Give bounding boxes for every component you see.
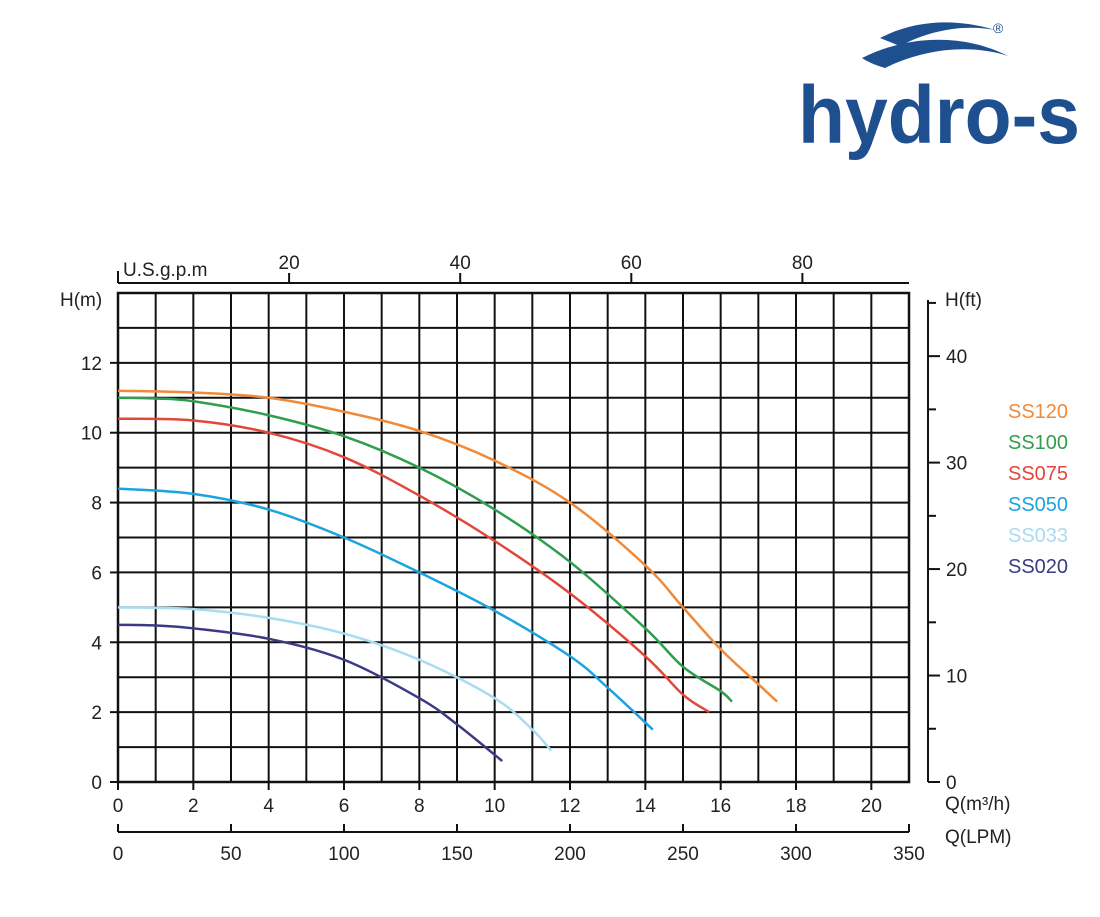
x-tick-label: 8 bbox=[414, 796, 425, 817]
x-tick-label: 20 bbox=[861, 796, 882, 817]
curve-ss050 bbox=[117, 487, 654, 731]
x-tick-label: 14 bbox=[635, 796, 657, 817]
ft-tick-label: 10 bbox=[946, 667, 967, 688]
logo-wordmark: hydro-s bbox=[798, 70, 1080, 161]
x-tick-label: 12 bbox=[559, 796, 580, 817]
x-tick-label: 2 bbox=[188, 796, 199, 817]
x-tick-label: 0 bbox=[113, 796, 124, 817]
x-tick-label: 4 bbox=[263, 796, 274, 817]
x-axis-label: Q(m³/h) bbox=[945, 794, 1010, 815]
chart-legend: SS120 SS100 SS075 SS050 SS033 SS020 bbox=[1008, 401, 1068, 578]
gpm-axis-label: U.S.g.p.m bbox=[123, 260, 207, 281]
lpm-tick-label: 100 bbox=[328, 844, 360, 865]
lpm-tick-label: 50 bbox=[220, 844, 241, 865]
y-tick-label: 0 bbox=[91, 773, 102, 794]
x-tick-label: 18 bbox=[785, 796, 806, 817]
lpm-axis-label: Q(LPM) bbox=[945, 827, 1012, 848]
legend-item-ss033: SS033 bbox=[1008, 525, 1068, 547]
y-tick-label: 8 bbox=[91, 494, 102, 515]
hydro-s-logo: ® hydro-s bbox=[798, 20, 1080, 161]
pump-curves bbox=[117, 389, 779, 763]
legend-item-ss020: SS020 bbox=[1008, 556, 1068, 578]
y-tick-label: 2 bbox=[91, 703, 102, 724]
legend-item-ss120: SS120 bbox=[1008, 401, 1068, 423]
legend-item-ss050: SS050 bbox=[1008, 494, 1068, 516]
lpm-tick-label: 300 bbox=[780, 844, 812, 865]
legend-item-ss100: SS100 bbox=[1008, 432, 1068, 454]
y-tick-label: 4 bbox=[91, 633, 102, 654]
lpm-tick-label: 250 bbox=[667, 844, 699, 865]
curve-ss075 bbox=[117, 417, 711, 714]
x-tick-label: 10 bbox=[484, 796, 505, 817]
wave-mark bbox=[862, 22, 1008, 68]
lpm-tick-label: 350 bbox=[893, 844, 925, 865]
ft-tick-label: 0 bbox=[946, 773, 957, 794]
x-tick-label: 6 bbox=[339, 796, 350, 817]
x-tick-label: 16 bbox=[710, 796, 731, 817]
chart-grid bbox=[116, 291, 911, 784]
y-tick-label: 12 bbox=[81, 354, 102, 375]
y-tick-label: 6 bbox=[91, 563, 102, 584]
ft-axis-label: H(ft) bbox=[945, 290, 982, 311]
ft-tick-label: 20 bbox=[946, 560, 967, 581]
lpm-tick-label: 200 bbox=[554, 844, 586, 865]
curve-ss033 bbox=[117, 606, 553, 752]
ft-tick-label: 40 bbox=[946, 347, 967, 368]
lpm-tick-label: 150 bbox=[441, 844, 473, 865]
ft-tick-label: 30 bbox=[946, 454, 967, 475]
curve-ss120 bbox=[117, 389, 779, 703]
lpm-tick-label: 0 bbox=[113, 844, 124, 865]
y-axis-label: H(m) bbox=[60, 290, 102, 311]
curve-ss100 bbox=[117, 396, 733, 703]
gpm-tick-label: 80 bbox=[792, 253, 813, 274]
plot-frame bbox=[116, 291, 911, 784]
legend-item-ss075: SS075 bbox=[1008, 463, 1068, 485]
registered-mark: ® bbox=[993, 20, 1004, 36]
y-tick-label: 10 bbox=[81, 424, 102, 445]
gpm-tick-label: 40 bbox=[450, 253, 471, 274]
gpm-tick-label: 20 bbox=[279, 253, 300, 274]
curve-ss020 bbox=[117, 623, 503, 763]
gpm-tick-label: 60 bbox=[621, 253, 642, 274]
